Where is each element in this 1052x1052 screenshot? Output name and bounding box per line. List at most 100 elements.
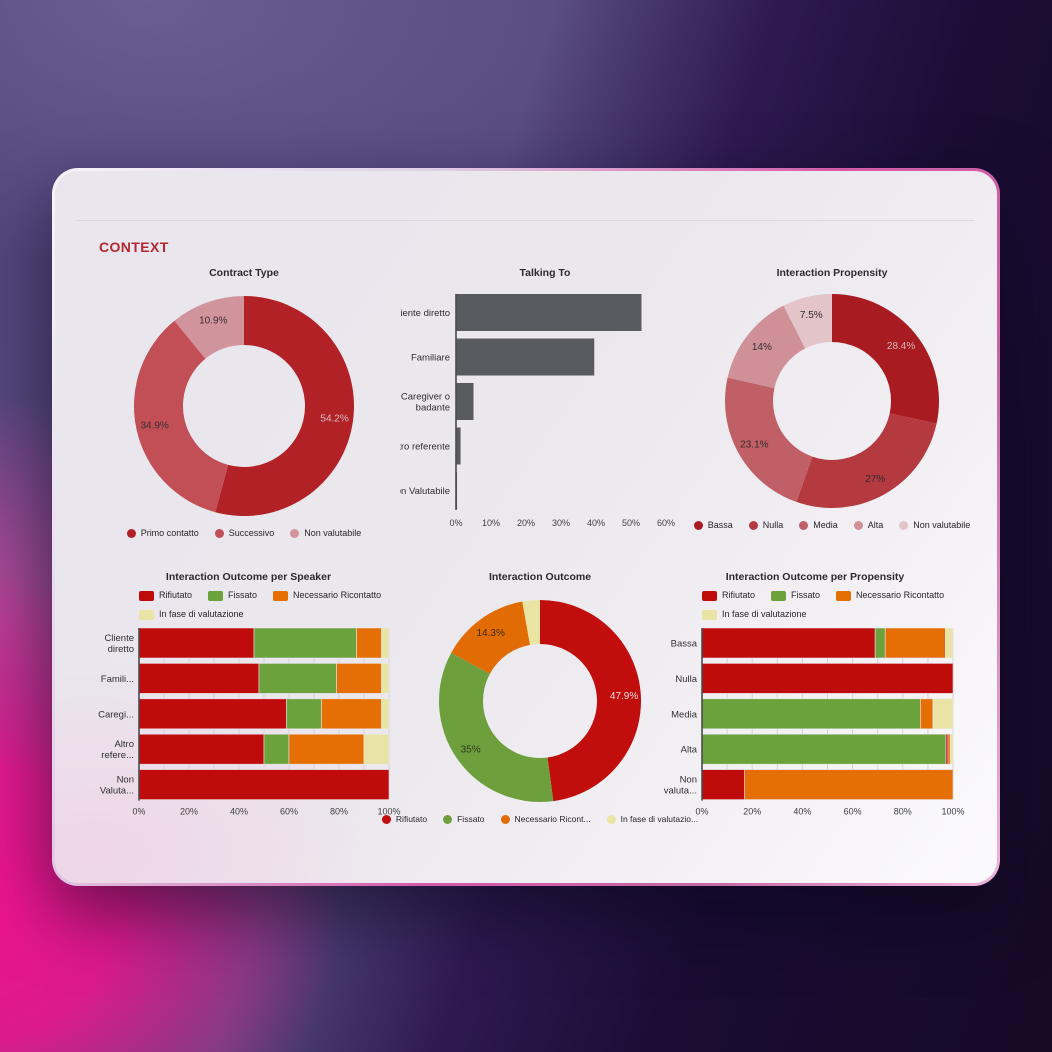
donut-slice: [540, 600, 641, 802]
legend-marker: [214, 529, 224, 538]
bar: [456, 427, 461, 465]
legend-label: Primo contatto: [140, 528, 199, 538]
legend-marker: [139, 609, 154, 620]
x-tick-label: 10%: [482, 518, 500, 528]
legend-item: Necessario Ricontatto: [273, 588, 381, 603]
donut-slice: [451, 601, 531, 674]
legend-item: Rifiutato: [702, 588, 755, 603]
category-label: Altro: [114, 739, 134, 750]
bar-segment: [945, 628, 954, 659]
x-tick-label: 20%: [517, 518, 535, 528]
bar-segment: [138, 769, 390, 800]
x-tick-label: 20%: [180, 807, 198, 817]
x-tick-label: 0%: [449, 518, 462, 528]
donut-slice: [522, 600, 540, 645]
bar-segment: [138, 628, 255, 659]
legend-item: In fase di valutazione: [702, 607, 807, 622]
category-label: Non: [117, 775, 134, 786]
category-label: Non: [680, 775, 697, 786]
legend-label: Successivo: [228, 528, 275, 538]
bar-segment: [253, 628, 357, 659]
bar-segment: [920, 698, 934, 730]
legend-item: Media: [799, 518, 838, 533]
legend-item: Non valutabile: [290, 526, 361, 541]
slice-value-label: 23.1%: [740, 440, 768, 451]
talking-to-bars-svg: Cliente diretto Familiare Caregiver obadan…: [400, 294, 675, 528]
chart-interaction-propensity: Interaction Propensity 28.4% 27% 23.1% 14% 7…: [677, 267, 987, 533]
donut-slice: [832, 294, 939, 424]
legend-label: Rifiutato: [395, 814, 428, 824]
slice-value-label: 47.9%: [610, 691, 638, 702]
legend-marker: [126, 529, 136, 538]
chart-title: Interaction Outcome per Speaker: [165, 571, 332, 583]
category-label: Caregiver o: [401, 392, 450, 403]
category-label: Non Valutabile: [400, 486, 450, 497]
donut-slice: [439, 652, 554, 802]
legend-item: Non valutabile: [899, 518, 970, 533]
chart-title: Talking To: [519, 267, 571, 279]
donut-slice: [783, 294, 832, 349]
legend-item: In fase di valutazio...: [606, 812, 698, 827]
contract-type-donut-svg: 54.2% 34.9% 10.9%: [134, 296, 354, 516]
category-label: valuta...: [664, 786, 697, 797]
legend-item: Necessario Ricontatto: [836, 588, 944, 603]
interaction-outcome-donut: 47.9% 35% 14.3% Rifiutato Fissato Necessario …: [381, 598, 698, 827]
legend-label: Rifiutato: [722, 590, 756, 600]
outcome-per-speaker-bars: Rifiutato Fissato Necessario Ricontatto In …: [86, 588, 411, 824]
interaction-outcome-donut-svg: 47.9% 35% 14.3%: [439, 600, 641, 802]
bar-segment: [744, 769, 954, 800]
interaction-propensity-donut-svg: 28.4% 27% 23.1% 14% 7.5%: [725, 294, 939, 508]
x-tick-label: 60%: [280, 807, 298, 817]
chart-title: Interaction Outcome per Propensity: [725, 571, 905, 583]
legend-label: In fase di valutazione: [159, 609, 244, 619]
chart-legend: Rifiutato Fissato Necessario Ricontatto In …: [139, 588, 411, 622]
category-label: Cliente diretto: [400, 308, 450, 319]
bar-segment: [701, 628, 876, 659]
chart-interaction-outcome: Interaction Outcome 47.9% 35% 14.3% Rifiuta…: [381, 571, 698, 827]
legend-label: Necessario Ricontatto: [856, 590, 945, 600]
x-tick-label: 50%: [622, 518, 640, 528]
legend-marker: [381, 815, 391, 824]
bar-segment: [874, 628, 886, 659]
legend-label: Nulla: [762, 520, 784, 530]
legend-item: Fissato: [208, 588, 257, 603]
outcome-per-propensity-bars: Rifiutato Fissato Necessario Ricontatto In …: [652, 588, 978, 824]
legend-label: Fissato: [791, 590, 821, 600]
bar-segment: [138, 698, 287, 730]
chart-title: Interaction Propensity: [776, 267, 888, 279]
bar-segment: [138, 733, 265, 765]
legend-marker: [208, 590, 224, 601]
legend-item: Successivo: [214, 526, 275, 541]
chart-outcome-per-propensity: Interaction Outcome per Propensity Rifiu…: [652, 571, 978, 824]
legend-label: Alta: [867, 520, 884, 530]
legend-marker: [702, 609, 717, 620]
legend-item: Bassa: [693, 518, 733, 533]
bar-segment: [138, 663, 260, 694]
x-tick-label: 60%: [844, 807, 862, 817]
x-tick-label: 60%: [657, 518, 675, 528]
legend-label: Rifiutato: [159, 590, 193, 600]
bar-segment: [356, 628, 382, 659]
donut-slice: [174, 296, 244, 359]
bar-segment: [701, 663, 954, 694]
bar-segment: [381, 698, 390, 730]
legend-label: Non valutabile: [304, 528, 362, 538]
legend-label: Fissato: [228, 590, 258, 600]
legend-label: Necessario Ricont...: [514, 814, 591, 824]
legend-item: Rifiutato: [381, 812, 428, 827]
category-label: Nulla: [675, 674, 697, 685]
x-tick-label: 20%: [743, 807, 761, 817]
dashboard-card: CONTEXT Contract Type 54.2% 34.9% 10.9% Pri…: [55, 171, 997, 883]
slice-value-label: 10.9%: [199, 315, 227, 326]
category-label: Alta: [681, 745, 698, 756]
chart-legend: Bassa Nulla Media Alta Non valutabile: [693, 518, 970, 533]
legend-item: Nulla: [748, 518, 784, 533]
x-tick-label: 100%: [942, 807, 965, 817]
bar: [456, 294, 642, 331]
x-tick-label: 0%: [696, 807, 709, 817]
legend-marker: [702, 590, 717, 601]
category-label: Media: [671, 709, 698, 720]
chart-talking-to: Talking To Cliente diretto Familiare Careg…: [400, 267, 690, 535]
